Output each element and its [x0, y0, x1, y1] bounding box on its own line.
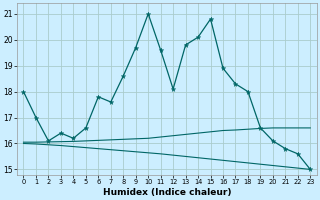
X-axis label: Humidex (Indice chaleur): Humidex (Indice chaleur) [103, 188, 231, 197]
